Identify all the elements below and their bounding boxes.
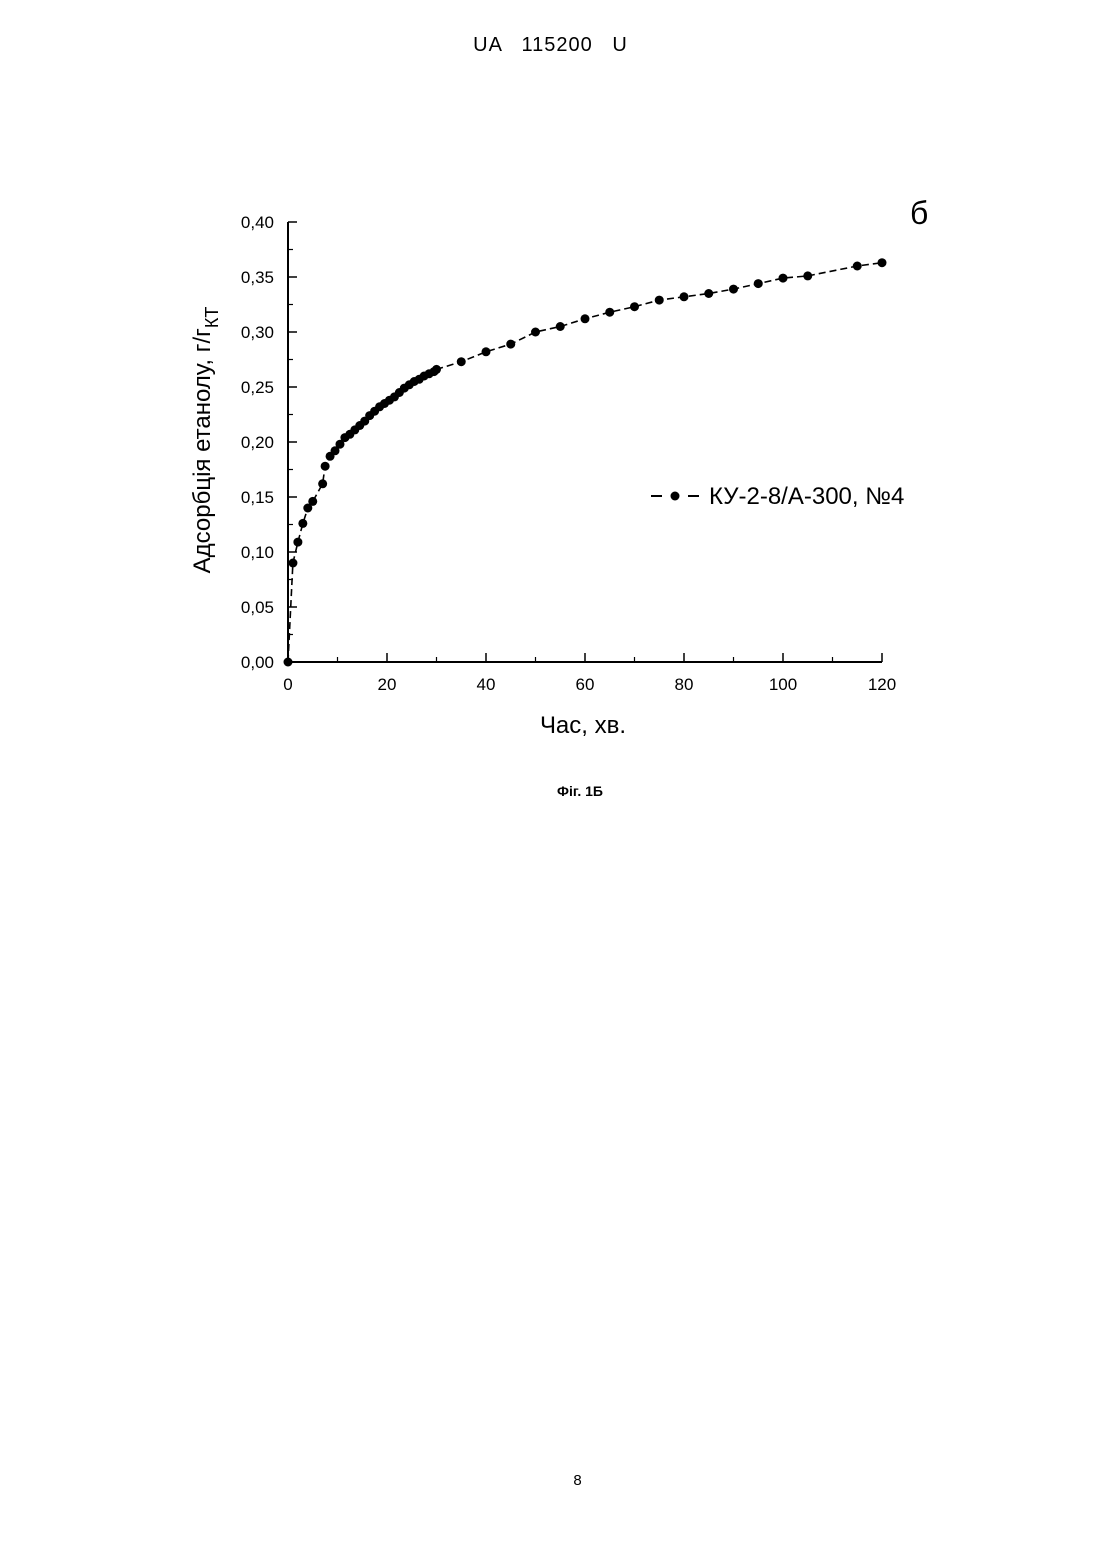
y-tick-label: 0,15 [241, 488, 274, 507]
y-tick-label: 0,40 [241, 213, 274, 232]
data-point [284, 658, 293, 667]
x-tick-label: 0 [283, 675, 292, 694]
data-point [630, 302, 639, 311]
data-point [878, 258, 887, 267]
data-point [581, 314, 590, 323]
data-point [293, 538, 302, 547]
data-point [318, 479, 327, 488]
x-axis-label: Час, хв. [540, 712, 626, 739]
y-axis-label-subscript: КТ [202, 307, 222, 328]
legend: КУ-2-8/А-300, №4 [651, 483, 904, 510]
data-point [457, 357, 466, 366]
x-tick-label: 100 [769, 675, 797, 694]
data-point [655, 296, 664, 305]
chart-axes [288, 222, 882, 662]
data-point [308, 497, 317, 506]
y-tick-label: 0,20 [241, 433, 274, 452]
figure-caption: Фіг. 1Б [0, 783, 1101, 799]
data-point [605, 308, 614, 317]
page-number: 8 [0, 1472, 1101, 1489]
panel-label: б [910, 195, 928, 231]
y-tick-label: 0,10 [241, 543, 274, 562]
data-point [531, 328, 540, 337]
data-point [803, 271, 812, 280]
data-point [506, 340, 515, 349]
x-tick-label: 20 [378, 675, 397, 694]
data-point [680, 292, 689, 301]
x-tick-label: 80 [675, 675, 694, 694]
data-point [482, 347, 491, 356]
x-tick-label: 60 [576, 675, 595, 694]
x-tick-label: 120 [868, 675, 896, 694]
data-point [432, 365, 441, 374]
data-point [729, 285, 738, 294]
y-tick-label: 0,30 [241, 323, 274, 342]
y-tick-label: 0,00 [241, 653, 274, 672]
data-point [298, 519, 307, 528]
data-point [779, 274, 788, 283]
data-point [288, 559, 297, 568]
data-point [754, 279, 763, 288]
data-point [704, 289, 713, 298]
chart-series [284, 258, 887, 666]
y-axis-label: Адсорбція етанолу, г/гКТ [189, 307, 222, 574]
chart-ticks: 0,00 0,05 0,10 0,15 0,20 0,25 0,30 0,35 0,40 0 20 4… [241, 213, 896, 694]
y-tick-label: 0,25 [241, 378, 274, 397]
data-point [556, 322, 565, 331]
y-tick-label: 0,05 [241, 598, 274, 617]
data-point [321, 462, 330, 471]
x-tick-label: 40 [477, 675, 496, 694]
data-point [853, 262, 862, 271]
legend-marker [671, 492, 680, 501]
legend-label: КУ-2-8/А-300, №4 [709, 483, 904, 510]
y-axis-label-main: Адсорбція етанолу, г/г [189, 328, 216, 574]
y-tick-label: 0,35 [241, 268, 274, 287]
